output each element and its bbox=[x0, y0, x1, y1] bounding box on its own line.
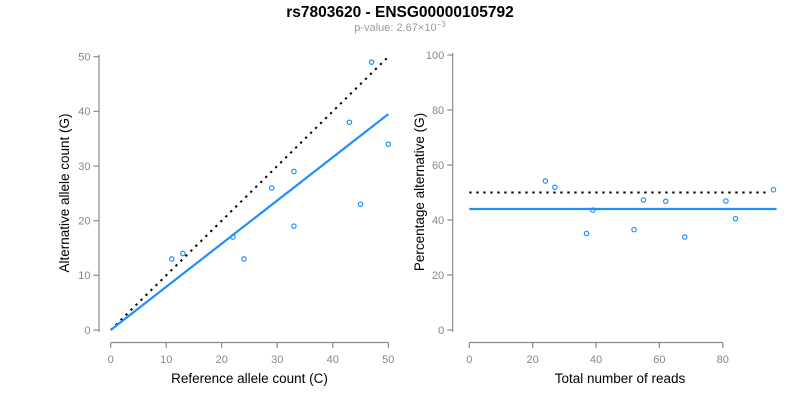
x-axis-title: Total number of reads bbox=[555, 371, 686, 386]
data-point bbox=[542, 178, 549, 184]
data-point bbox=[168, 256, 175, 262]
data-point bbox=[640, 197, 647, 203]
x-tick-label: 0 bbox=[466, 354, 472, 366]
x-tick-label: 40 bbox=[327, 354, 339, 366]
data-point bbox=[230, 234, 236, 240]
right-scatter-plot: 0 20 40 60 80 100 0 20 40 60 80 Total number of rea… bbox=[412, 50, 777, 386]
y-tick-label: 0 bbox=[438, 325, 444, 337]
y-tick-label: 20 bbox=[432, 270, 444, 282]
y-tick-label: 30 bbox=[78, 161, 90, 173]
y-tick-label: 50 bbox=[78, 52, 90, 64]
data-point bbox=[662, 198, 669, 205]
data-point bbox=[681, 234, 688, 240]
data-point bbox=[357, 201, 364, 208]
data-point bbox=[590, 207, 596, 213]
x-tick-label: 80 bbox=[717, 354, 729, 366]
data-point bbox=[723, 198, 729, 204]
figure-subtitle: p-value: 2.67×10−3 bbox=[0, 20, 800, 35]
x-axis-title: Reference allele count (C) bbox=[171, 371, 328, 386]
y-tick-label: 20 bbox=[78, 215, 90, 227]
x-tick-label: 40 bbox=[590, 354, 602, 366]
x-tick-label: 60 bbox=[653, 354, 665, 366]
data-point bbox=[552, 184, 558, 191]
data-point bbox=[180, 250, 186, 257]
data-point bbox=[385, 141, 392, 147]
data-point bbox=[346, 119, 353, 126]
y-tick-label: 0 bbox=[84, 325, 90, 337]
data-point bbox=[268, 185, 275, 191]
p-value-exponent: −3 bbox=[436, 20, 446, 29]
y-tick-label: 40 bbox=[78, 106, 90, 118]
fit-line bbox=[110, 113, 389, 331]
p-value-label: p-value: bbox=[354, 22, 397, 34]
y-tick-label: 40 bbox=[432, 215, 444, 227]
x-tick-label: 20 bbox=[216, 354, 228, 366]
x-tick-label: 10 bbox=[160, 354, 172, 366]
x-tick-label: 20 bbox=[527, 354, 539, 366]
figure-title: rs7803620 - ENSG00000105792 bbox=[286, 4, 514, 21]
p-value-mantissa: 2.67×10 bbox=[396, 22, 437, 34]
data-point bbox=[732, 215, 739, 222]
y-tick-label: 100 bbox=[426, 50, 444, 62]
data-point bbox=[631, 226, 637, 233]
data-point bbox=[368, 59, 375, 65]
identity-line bbox=[109, 55, 390, 331]
data-point bbox=[291, 223, 297, 229]
data-point bbox=[291, 168, 297, 175]
data-point bbox=[583, 230, 590, 237]
y-tick-label: 80 bbox=[432, 105, 444, 117]
y-axis-title: Percentage alternative (G) bbox=[412, 113, 427, 271]
left-scatter-plot: 0 10 20 30 40 50 0 10 20 30 40 50 Reference allele c… bbox=[57, 52, 394, 387]
x-tick-label: 30 bbox=[271, 354, 283, 366]
x-tick-label: 0 bbox=[108, 354, 114, 366]
data-point bbox=[241, 256, 247, 262]
y-tick-label: 10 bbox=[78, 270, 90, 282]
x-tick-label: 50 bbox=[382, 354, 394, 366]
data-point bbox=[770, 186, 777, 193]
y-tick-label: 60 bbox=[432, 160, 444, 172]
y-axis-title: Alternative allele count (G) bbox=[57, 113, 72, 272]
